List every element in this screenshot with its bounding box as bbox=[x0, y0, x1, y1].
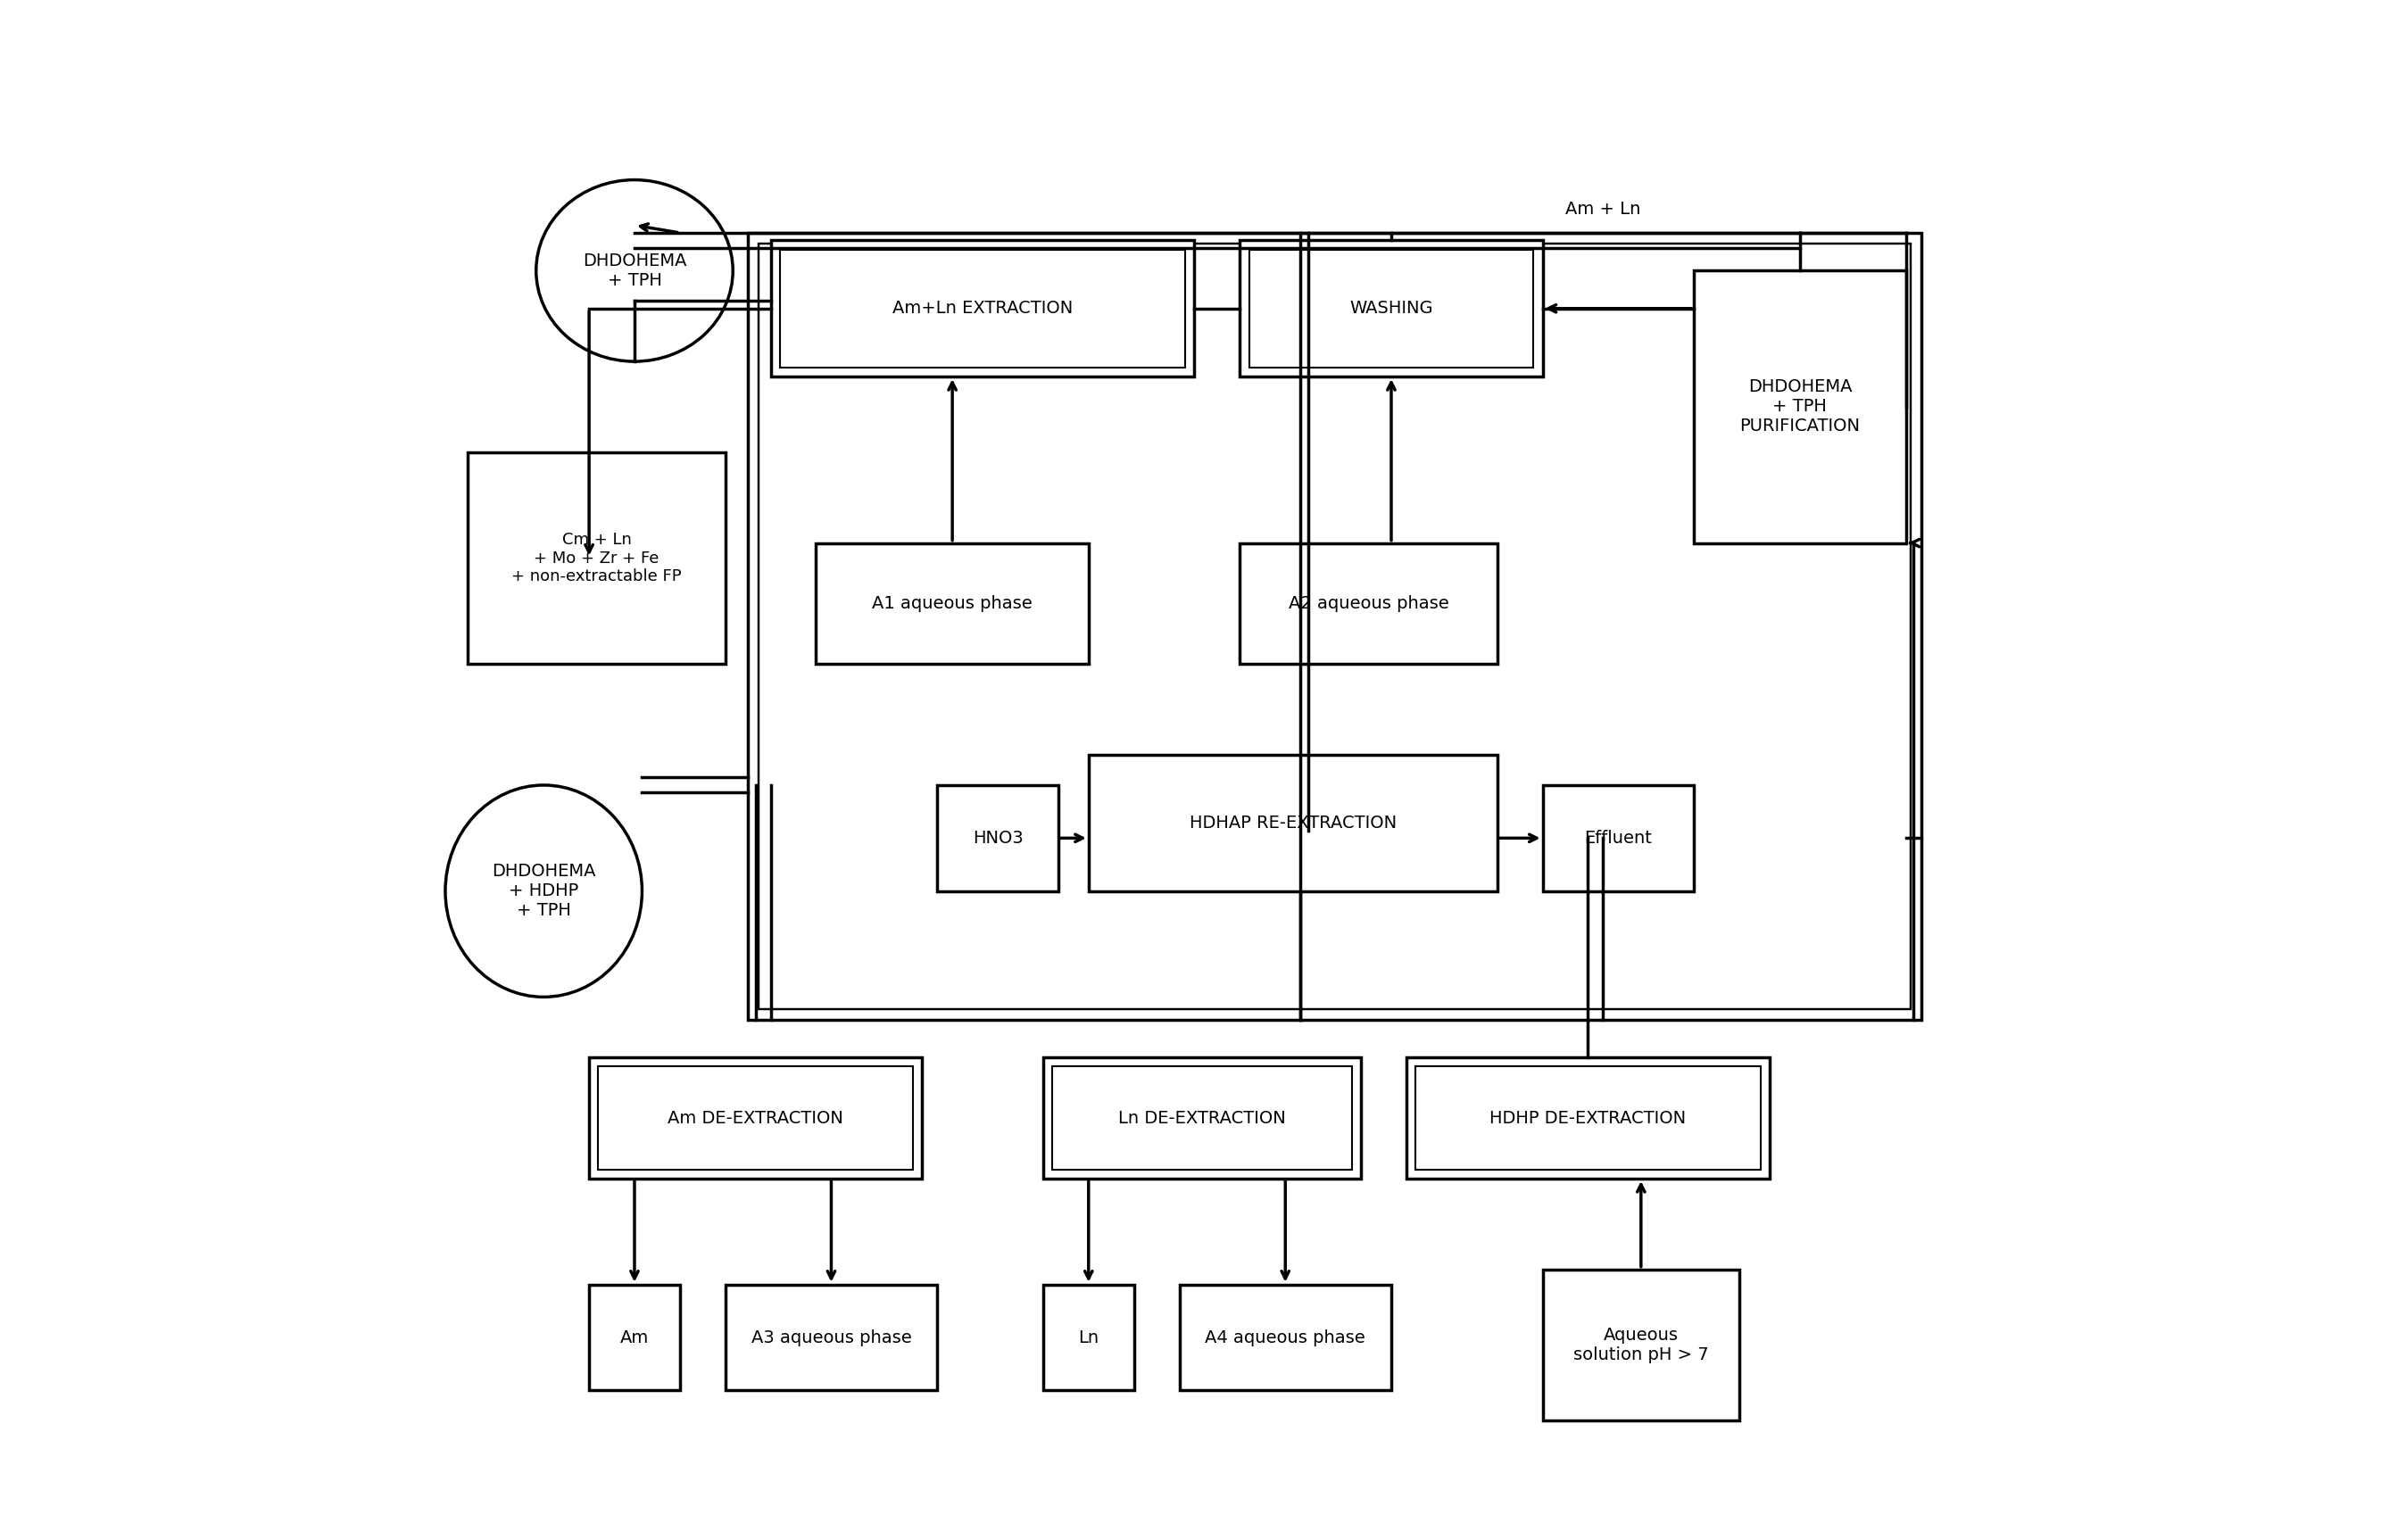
Text: A3 aqueous phase: A3 aqueous phase bbox=[750, 1329, 913, 1346]
Ellipse shape bbox=[444, 785, 643, 996]
Text: Aqueous
solution pH > 7: Aqueous solution pH > 7 bbox=[1574, 1327, 1708, 1363]
FancyBboxPatch shape bbox=[1407, 1058, 1770, 1178]
Text: A2 aqueous phase: A2 aqueous phase bbox=[1288, 594, 1448, 611]
FancyBboxPatch shape bbox=[1543, 1269, 1739, 1421]
Text: Am + Ln: Am + Ln bbox=[1565, 200, 1641, 217]
FancyBboxPatch shape bbox=[1240, 240, 1543, 377]
Text: HNO3: HNO3 bbox=[972, 830, 1022, 847]
Text: Am: Am bbox=[621, 1329, 650, 1346]
Text: WASHING: WASHING bbox=[1350, 300, 1433, 317]
FancyBboxPatch shape bbox=[1694, 271, 1906, 544]
Text: Ln DE-EXTRACTION: Ln DE-EXTRACTION bbox=[1118, 1109, 1285, 1127]
Text: DHDOHEMA
+ HDHP
+ TPH: DHDOHEMA + HDHP + TPH bbox=[492, 862, 595, 919]
FancyBboxPatch shape bbox=[1543, 785, 1694, 892]
FancyBboxPatch shape bbox=[1180, 1284, 1390, 1391]
FancyBboxPatch shape bbox=[590, 1058, 922, 1178]
FancyBboxPatch shape bbox=[590, 1284, 681, 1391]
Text: Am+Ln EXTRACTION: Am+Ln EXTRACTION bbox=[893, 300, 1073, 317]
FancyBboxPatch shape bbox=[936, 785, 1058, 892]
FancyBboxPatch shape bbox=[1044, 1284, 1135, 1391]
FancyBboxPatch shape bbox=[817, 544, 1089, 664]
Text: HDHAP RE-EXTRACTION: HDHAP RE-EXTRACTION bbox=[1190, 815, 1398, 832]
Ellipse shape bbox=[535, 180, 733, 362]
Text: DHDOHEMA
+ TPH: DHDOHEMA + TPH bbox=[583, 253, 686, 290]
FancyBboxPatch shape bbox=[1089, 755, 1498, 892]
FancyBboxPatch shape bbox=[772, 240, 1194, 377]
Text: Am DE-EXTRACTION: Am DE-EXTRACTION bbox=[669, 1109, 843, 1127]
FancyBboxPatch shape bbox=[1240, 544, 1498, 664]
Text: A1 aqueous phase: A1 aqueous phase bbox=[872, 594, 1032, 611]
Text: Ln: Ln bbox=[1077, 1329, 1099, 1346]
Text: Cm + Ln
+ Mo + Zr + Fe
+ non-extractable FP: Cm + Ln + Mo + Zr + Fe + non-extractable… bbox=[511, 531, 681, 585]
Text: A4 aqueous phase: A4 aqueous phase bbox=[1204, 1329, 1367, 1346]
FancyBboxPatch shape bbox=[1044, 1058, 1362, 1178]
Text: Effluent: Effluent bbox=[1584, 830, 1653, 847]
Text: DHDOHEMA
+ TPH
PURIFICATION: DHDOHEMA + TPH PURIFICATION bbox=[1739, 379, 1861, 434]
FancyBboxPatch shape bbox=[726, 1284, 936, 1391]
FancyBboxPatch shape bbox=[468, 453, 726, 664]
Text: HDHP DE-EXTRACTION: HDHP DE-EXTRACTION bbox=[1491, 1109, 1687, 1127]
